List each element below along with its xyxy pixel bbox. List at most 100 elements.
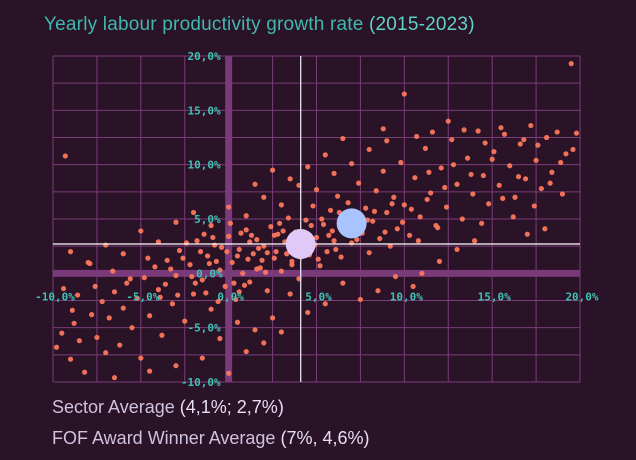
data-point [322,301,328,307]
data-point [363,205,369,211]
data-point [247,279,253,285]
data-point [370,218,376,224]
data-point [319,216,325,222]
data-point [92,283,98,289]
data-point [426,169,432,175]
data-point [231,280,237,286]
data-point [120,305,126,311]
data-point [371,208,378,214]
data-point [103,242,109,248]
data-point [250,251,256,257]
x-tick-label: 5,0% [305,290,332,303]
data-point [547,180,553,186]
data-point [176,247,183,254]
data-point [280,228,286,234]
data-point [192,280,198,286]
data-point [357,296,364,303]
data-point [535,142,541,148]
data-point [175,292,181,298]
data-point [252,327,258,333]
data-point [287,291,293,297]
data-point [82,369,88,375]
data-point [194,238,200,244]
data-point [248,232,255,238]
data-point [450,162,457,168]
legend-sector-average: Sector Average (4,1%; 2,7%) [52,397,284,418]
data-point [313,234,320,241]
data-point [208,222,214,229]
data-point [338,254,344,260]
data-point [227,220,234,226]
data-point [429,129,436,135]
data-point [475,128,481,134]
data-point [329,228,335,234]
data-point [315,256,321,262]
data-point [507,163,513,169]
data-point [89,312,95,318]
data-point [234,319,241,325]
legend-sector-label: Sector Average [52,397,175,417]
data-point [229,259,235,266]
data-point [459,216,465,222]
data-point [173,363,179,369]
data-point [573,130,580,136]
data-point [470,191,476,197]
data-point [234,253,241,259]
data-point [558,159,564,166]
data-point [87,260,93,267]
data-point [322,152,328,158]
data-point [190,209,197,216]
data-point [521,137,527,143]
data-point [349,160,355,167]
data-point [375,288,381,294]
data-point [554,129,560,135]
data-point [62,153,68,159]
data-point [380,126,386,132]
data-point [340,135,346,142]
reference-lines [53,56,580,382]
data-point [407,232,413,238]
data-point [334,193,341,199]
data-point [147,368,153,374]
y-tick-label: 5,0% [194,213,221,226]
data-point [127,276,133,282]
data-point [568,61,574,67]
data-point [424,196,430,203]
data-point [380,168,386,174]
chart-title-years: (2015-2023) [369,14,475,35]
data-point [391,194,397,200]
x-tick-label: 10,0% [390,290,423,303]
data-point [243,227,249,233]
data-point [180,255,186,261]
data-point [226,370,232,376]
data-point [479,220,485,226]
data-point [76,338,82,344]
x-tick-label: 15,0% [478,290,511,303]
data-point [377,235,383,242]
data-point [240,270,246,276]
y-tick-label: 20,0% [188,50,221,63]
data-point [233,296,239,303]
tick-labels: -10,0% -5,0% 0,0% 5,0% 10,0% 15,0% 20,0% -10,0%… [35,50,599,389]
data-point [117,342,123,348]
data-point [67,356,74,362]
data-point [219,244,225,250]
data-point [199,355,205,361]
data-point [124,280,130,286]
data-point [438,165,444,171]
data-point [461,127,467,133]
y-tick-label: 10,0% [188,159,221,172]
data-point [401,91,407,97]
data-point [238,230,244,236]
data-point [147,313,153,319]
grid [52,55,581,383]
data-point [226,204,232,210]
data-point [141,275,147,281]
data-point [111,289,118,295]
data-point [203,290,209,296]
data-point [285,215,291,221]
winner-average-marker [336,208,367,239]
data-point [261,194,267,200]
data-point [271,255,277,261]
data-point [414,133,420,140]
